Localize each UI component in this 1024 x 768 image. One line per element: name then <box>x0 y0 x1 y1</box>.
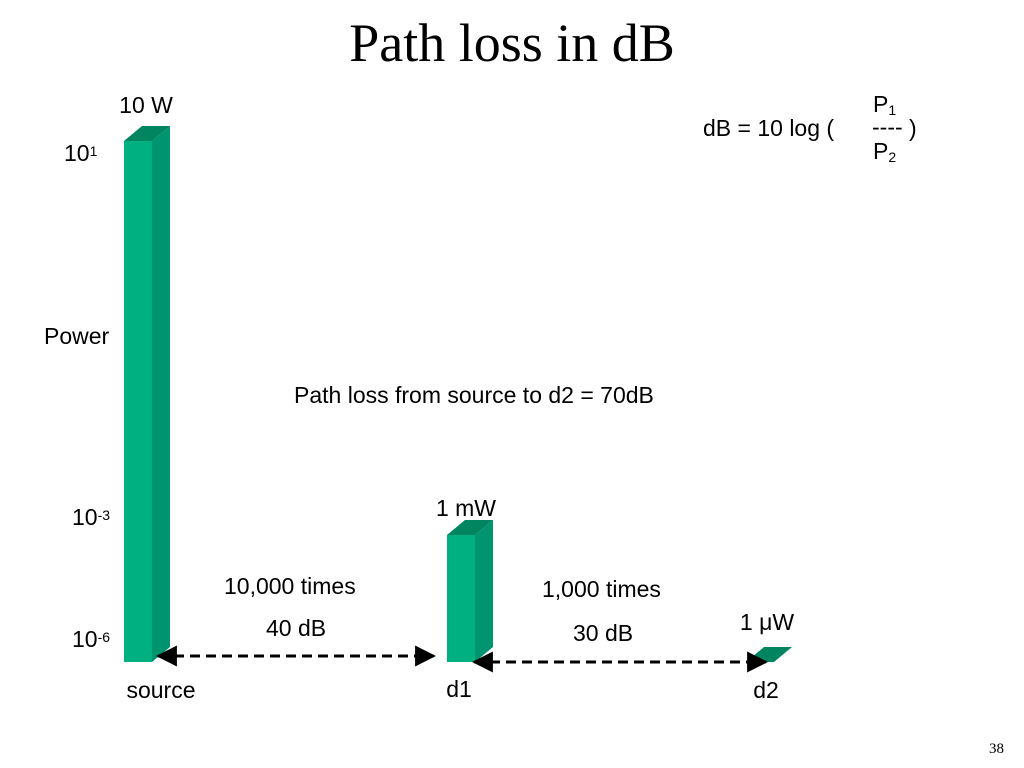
hop1-db-label: 40 dB <box>266 615 327 641</box>
y-tick-label-1: 101 <box>64 140 98 166</box>
formula-numerator: P1 <box>873 91 897 118</box>
path-loss-summary: Path loss from source to d2 = 70dB <box>294 382 654 408</box>
bar-side-d1 <box>475 520 493 662</box>
bar-value-label-source: 10 W <box>119 92 173 118</box>
bar-source <box>124 141 152 662</box>
hop2-db-label: 30 dB <box>573 620 634 646</box>
y-tick-label-2: 10-3 <box>72 504 111 530</box>
formula-lhs: dB = 10 log ( <box>703 115 835 141</box>
slide-title: Path loss in dB <box>349 13 675 73</box>
formula-denominator: P2 <box>873 138 897 165</box>
y-axis-label: Power <box>44 323 110 349</box>
bar-value-label-d2: 1 μW <box>740 609 794 635</box>
bar-d1 <box>447 535 475 662</box>
bar-value-label-d1: 1 mW <box>436 495 496 521</box>
bar-labels-group: 10 W 1 mW 1 μW source d1 d2 <box>119 92 794 703</box>
x-category-label-source: source <box>126 677 195 703</box>
page-number: 38 <box>989 741 1004 757</box>
hop1-ratio-label: 10,000 times <box>224 573 356 599</box>
bar-top-d1 <box>447 520 493 535</box>
bar-top-d2 <box>746 647 792 662</box>
formula-rhs: ) <box>909 115 917 141</box>
x-category-label-d1: d1 <box>446 676 472 702</box>
bars-group <box>124 126 792 662</box>
formula-fraction-bar: ---- <box>872 114 903 140</box>
bar-side-source <box>152 126 170 662</box>
bar-top-source <box>124 126 170 141</box>
x-category-label-d2: d2 <box>753 677 779 703</box>
y-tick-label-3: 10-6 <box>72 626 111 652</box>
db-formula: dB = 10 log ( P1 ---- P2 ) <box>703 91 923 174</box>
hop2-ratio-label: 1,000 times <box>542 576 661 602</box>
